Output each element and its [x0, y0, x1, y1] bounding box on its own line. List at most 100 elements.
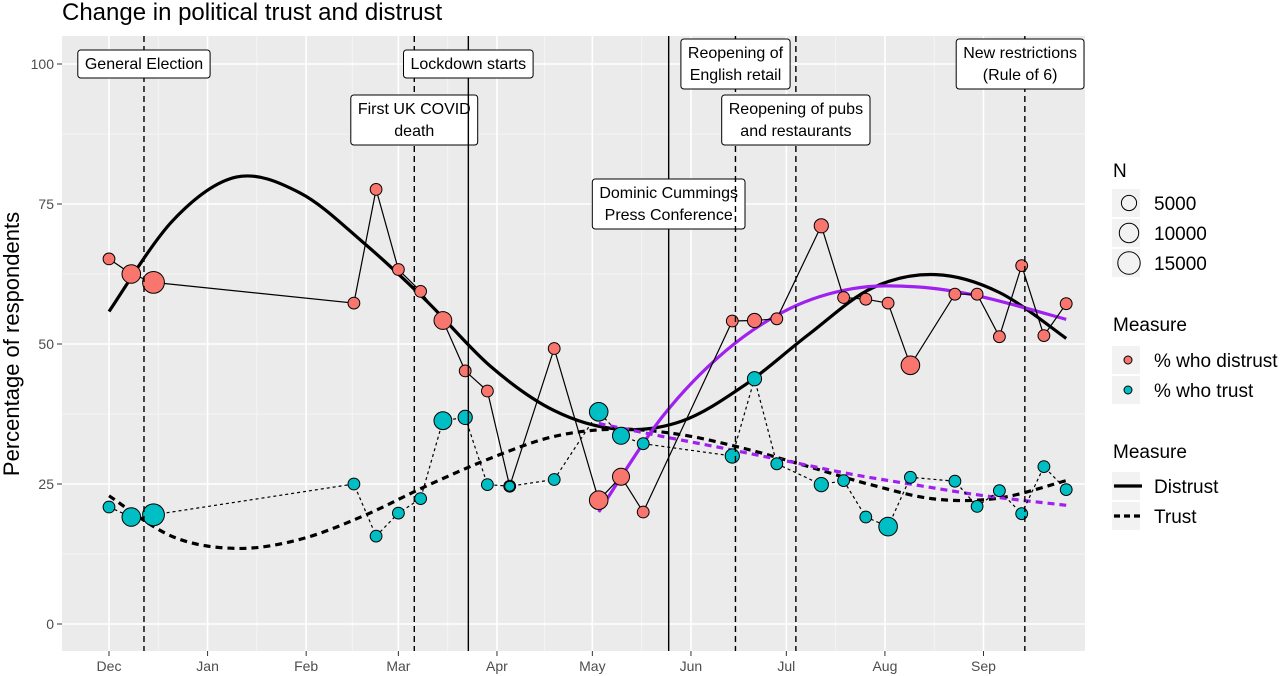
- x-tick-label: Sep: [971, 658, 996, 674]
- distrust-point: [725, 314, 739, 328]
- legend-size-label: 5000: [1154, 194, 1196, 215]
- legend-lines-title: Measure: [1113, 442, 1187, 463]
- distrust-point: [433, 311, 453, 330]
- distrust-point: [837, 291, 850, 304]
- distrust-point: [970, 287, 984, 301]
- trust-point: [770, 457, 784, 471]
- distrust-point: [770, 312, 784, 326]
- event-label: (Rule of 6): [983, 67, 1058, 84]
- trust-point: [369, 529, 383, 543]
- event-label: New restrictions: [963, 45, 1077, 62]
- y-tick-label: 75: [38, 196, 54, 212]
- x-tick-label: Jan: [196, 658, 219, 674]
- event-label: Reopening of: [688, 45, 784, 62]
- legend-key-bg: [1112, 189, 1140, 217]
- y-axis-title: Percentage of respondents: [0, 212, 24, 476]
- legend-point-label: % who distrust: [1154, 351, 1278, 372]
- trust-point: [948, 474, 962, 488]
- event-label: First UK COVID: [358, 101, 471, 118]
- distrust-point: [881, 296, 895, 310]
- trust-point: [392, 506, 405, 520]
- distrust-point: [547, 342, 561, 355]
- distrust-point: [588, 490, 609, 511]
- event-label: Reopening of pubs: [729, 101, 863, 118]
- trust-point: [414, 492, 428, 506]
- trust-point: [347, 477, 361, 491]
- distrust-point: [813, 218, 829, 234]
- legend-size-key: [1118, 222, 1140, 244]
- trust-point: [121, 507, 142, 527]
- legend: N 5000 10000 15000 Measure % who distrust % wh…: [1112, 161, 1278, 530]
- event-label-box: [721, 94, 871, 146]
- trust-point: [813, 477, 829, 493]
- distrust-point: [142, 271, 165, 294]
- trust-point: [904, 470, 917, 484]
- event-label-box: [680, 38, 791, 90]
- distrust-point: [1015, 259, 1029, 273]
- legend-size-key: [1120, 194, 1138, 212]
- trust-point: [504, 480, 516, 492]
- x-tick-label: Feb: [294, 658, 318, 674]
- legend-key-bg: [1112, 249, 1140, 277]
- legend-points-title: Measure: [1113, 315, 1187, 336]
- trust-point: [636, 437, 650, 451]
- distrust-point: [746, 312, 763, 329]
- distrust-point: [1059, 297, 1073, 311]
- y-tick-label: 50: [38, 336, 54, 352]
- trust-point: [102, 500, 116, 514]
- legend-point-label: % who trust: [1154, 381, 1254, 402]
- legend-size-label: 15000: [1154, 254, 1207, 275]
- event-label: Dominic Cummings: [599, 185, 738, 202]
- event-label-box: [403, 49, 534, 79]
- trust-point: [970, 500, 984, 513]
- legend-point-key: [1123, 385, 1133, 395]
- trust-connector-line: [108, 376, 1067, 538]
- distrust-point: [392, 263, 405, 276]
- trust-point: [433, 411, 453, 431]
- trust-point: [746, 371, 763, 387]
- axes: Dec Jan Feb Mar Apr May Jun Jul Aug Sep 0 25 50 75 100: [31, 56, 997, 674]
- x-tick-label: Aug: [872, 658, 897, 674]
- distrust-point: [612, 467, 630, 486]
- x-tick-label: May: [579, 658, 605, 674]
- event-label: Press Conference: [605, 207, 733, 224]
- trust-point: [724, 448, 740, 464]
- distrust-point: [993, 330, 1006, 344]
- distrust-point: [369, 183, 383, 196]
- x-tick-label: Apr: [486, 658, 508, 674]
- x-tick-label: Jun: [680, 658, 703, 674]
- trust-point: [859, 510, 873, 524]
- x-tick-label: Mar: [386, 658, 410, 674]
- trust-smooth-line: [108, 427, 1067, 551]
- y-tick-label: 0: [46, 616, 54, 632]
- distrust-point: [121, 264, 142, 284]
- distrust-point: [347, 296, 361, 310]
- trust-point: [457, 409, 473, 425]
- trust-point: [142, 503, 165, 527]
- distrust-point: [900, 355, 921, 376]
- event-label: English retail: [690, 67, 782, 84]
- trust-point: [1015, 507, 1029, 521]
- trust-point: [588, 402, 609, 422]
- legend-point-key: [1123, 355, 1133, 365]
- event-markers: General Election First UK COVID death Lockd…: [77, 36, 1085, 651]
- x-tick-label: Dec: [97, 658, 122, 674]
- legend-line-label: Trust: [1154, 507, 1197, 528]
- trust-point: [878, 516, 898, 537]
- distrust-point: [458, 364, 472, 378]
- event-label-box: [591, 178, 746, 230]
- trust-point: [993, 484, 1006, 498]
- event-label-box: [77, 49, 211, 79]
- trust-point: [612, 426, 630, 445]
- legend-key-bg: [1112, 219, 1140, 247]
- trust-point: [547, 473, 561, 486]
- distrust-point: [859, 292, 873, 306]
- event-label-box: [350, 94, 479, 146]
- legend-size-title: N: [1113, 161, 1127, 182]
- event-label-box: [955, 38, 1085, 90]
- trust-point: [837, 474, 850, 488]
- distrust-point: [481, 384, 494, 398]
- y-tick-label: 25: [38, 476, 54, 492]
- legend-line-label: Distrust: [1154, 477, 1219, 498]
